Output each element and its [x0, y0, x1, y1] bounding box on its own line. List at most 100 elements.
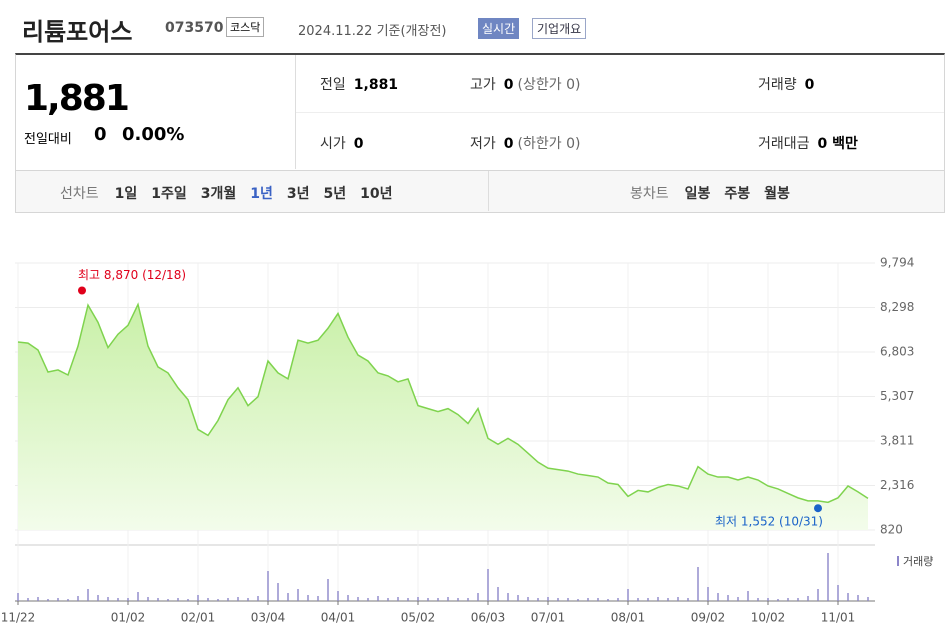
- info-value: (하한가 0): [517, 136, 581, 152]
- info-label: 거래량: [758, 77, 797, 93]
- volume-bar: [147, 597, 149, 601]
- tab[interactable]: 10년: [360, 186, 393, 202]
- volume-bar: [547, 597, 549, 601]
- annotation-label: 최저 1,552 (10/31): [715, 515, 823, 529]
- x-tick-label: 07/01: [531, 611, 566, 625]
- volume-bar: [37, 597, 39, 601]
- volume-bar: [707, 587, 709, 601]
- x-tick-label: 11/22: [1, 611, 36, 625]
- info-label: 전일: [320, 77, 346, 93]
- volume-bar: [477, 593, 479, 601]
- volume-bar: [647, 598, 649, 601]
- x-tick-label: 11/01: [821, 611, 856, 625]
- volume-bar: [527, 597, 529, 601]
- volume-bar: [227, 598, 229, 601]
- rate: 0.00%: [122, 124, 185, 145]
- volume-bar: [17, 593, 19, 601]
- area: [18, 304, 868, 530]
- volume-bar: [27, 598, 29, 601]
- price-line: [17, 302, 869, 504]
- volume-bar: [847, 593, 849, 601]
- volume-bar: [487, 569, 489, 601]
- x-tick-label: 04/01: [321, 611, 356, 625]
- date: 2024.11.22 기준(개장전): [298, 24, 447, 39]
- volume-bar: [167, 599, 169, 601]
- volume-bar: [867, 597, 869, 601]
- legend-swatch: [897, 556, 899, 566]
- tab[interactable]: 일봉: [684, 186, 711, 202]
- price: 1,881: [24, 78, 130, 119]
- tab[interactable]: 1년: [250, 186, 273, 202]
- info-value: 0: [503, 77, 514, 93]
- volume-bar: [457, 598, 459, 601]
- tab[interactable]: 3개월: [200, 186, 237, 202]
- tab[interactable]: 1주일: [151, 186, 187, 202]
- volume-bar: [297, 589, 299, 601]
- tab[interactable]: 1일: [114, 186, 138, 202]
- tab-label: 선차트: [60, 186, 99, 202]
- info-value: 0: [503, 136, 514, 152]
- volume-bar: [387, 598, 389, 601]
- volume-bar: [267, 571, 269, 601]
- volume-bar: [757, 598, 759, 601]
- y-tick-label: 8,298: [880, 300, 914, 314]
- tab[interactable]: 주봉: [724, 186, 751, 202]
- annotation-marker: [78, 286, 86, 295]
- volume-bar: [677, 597, 679, 601]
- info-value: 0: [804, 77, 815, 93]
- volume-bar: [767, 598, 769, 601]
- realtime-button[interactable]: 실시간: [478, 18, 520, 39]
- volume-bar: [737, 597, 739, 601]
- volume-bar: [277, 583, 279, 601]
- volume-bar: [857, 595, 859, 601]
- volume-bar: [127, 598, 129, 601]
- volume-bar: [747, 591, 749, 601]
- volume-bar: [687, 598, 689, 601]
- volume-bar: [417, 597, 419, 601]
- market: 코스닥: [226, 17, 265, 37]
- volume-bar: [87, 589, 89, 601]
- y-tick-label: 6,803: [880, 344, 914, 358]
- volume-bar: [537, 598, 539, 601]
- x-tick-label: 06/03: [471, 611, 506, 625]
- y-tick-label: 820: [880, 523, 903, 537]
- info-item: 고가 0 (상한가 0): [470, 74, 580, 94]
- info-item: 거래량 0: [758, 74, 818, 94]
- info-item: 저가 0 (하한가 0): [470, 133, 580, 153]
- divider: [488, 171, 489, 211]
- volume-bar: [467, 598, 469, 601]
- volume-bar: [287, 593, 289, 601]
- info-item: 거래대금 0 백만: [758, 133, 862, 153]
- volume-bar: [177, 598, 179, 601]
- chart: 820 2,316 3,811 5,307 6,803 8,298 9,794 11/22 01…: [1, 256, 934, 625]
- volume-bar: [777, 599, 779, 601]
- volume-bar: [247, 598, 249, 601]
- volume-bar: [397, 597, 399, 601]
- volume-bar: [727, 595, 729, 601]
- change: 0: [94, 124, 107, 145]
- volume-bar: [587, 598, 589, 601]
- info-label: 거래대금: [758, 136, 810, 152]
- tab[interactable]: 5년: [323, 186, 347, 202]
- annotation-marker: [814, 504, 822, 513]
- volume-bar: [597, 598, 599, 601]
- volume-bar: [627, 589, 629, 601]
- volume-bar: [117, 598, 119, 601]
- x-tick-label: 08/01: [611, 611, 646, 625]
- volume-bar: [697, 567, 699, 601]
- volume-bar: [507, 593, 509, 601]
- volume-bar: [427, 598, 429, 601]
- volume-bar: [207, 598, 209, 601]
- x-tick-label: 10/02: [751, 611, 786, 625]
- volume-bar: [717, 593, 719, 601]
- tab[interactable]: 3년: [286, 186, 310, 202]
- info-item: 시가 0: [320, 133, 368, 153]
- volume-bar: [57, 598, 59, 601]
- volume-bar: [557, 598, 559, 601]
- volume-bar: [617, 598, 619, 601]
- x-tick-label: 05/02: [401, 611, 436, 625]
- company-button[interactable]: 기업개요: [532, 18, 587, 39]
- tab[interactable]: 월봉: [764, 186, 790, 202]
- volume-bar: [257, 596, 259, 601]
- code: 073570: [165, 20, 224, 36]
